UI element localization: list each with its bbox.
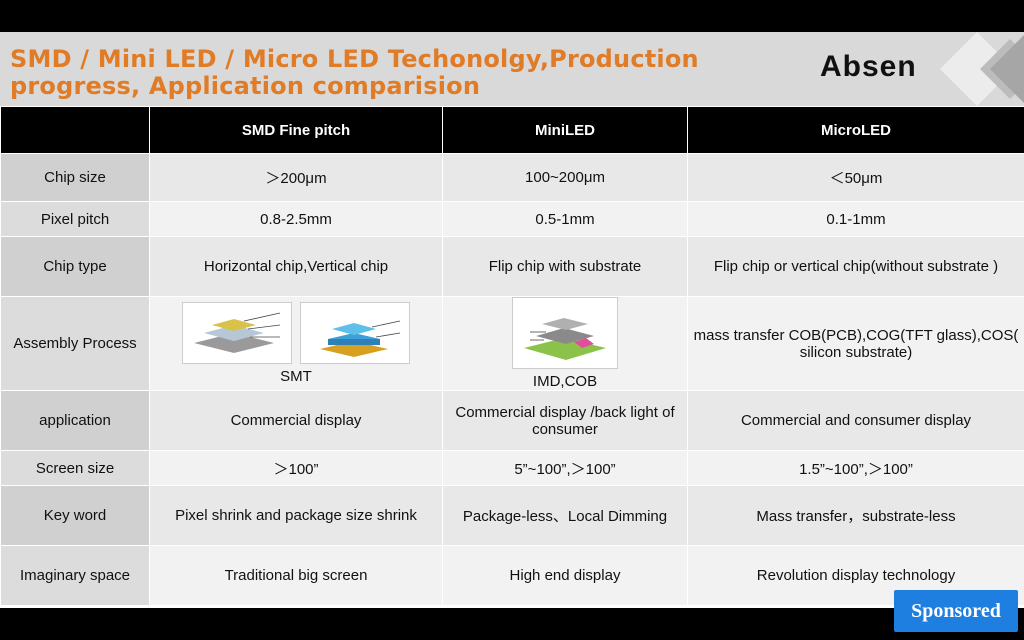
row-label-assembly-process: Assembly Process	[0, 296, 150, 391]
table-cell: High end display	[442, 545, 688, 606]
table-cell: Commercial display	[149, 390, 443, 451]
table-cell: ＞100”	[149, 450, 443, 486]
column-header-smd: SMD Fine pitch	[149, 106, 443, 154]
table-cell: 0.1-1mm	[687, 201, 1024, 237]
table-cell: Revolution display technology	[687, 545, 1024, 606]
slide: SMD / Mini LED / Micro LED Techonolgy,Pr…	[0, 32, 1024, 608]
table-row: Screen size ＞100” 5”~100”,＞100” 1.5”~100…	[0, 450, 1024, 486]
table-cell: Flip chip or vertical chip(without subst…	[687, 236, 1024, 297]
title-line-1: SMD / Mini LED / Micro LED Techonolgy,Pr…	[10, 45, 699, 73]
table-cell: Traditional big screen	[149, 545, 443, 606]
sponsored-badge[interactable]: Sponsored	[894, 590, 1018, 632]
table-cell: Flip chip with substrate	[442, 236, 688, 297]
table-cell: 0.5-1mm	[442, 201, 688, 237]
table-header-row: SMD Fine pitch MiniLED MicroLED	[0, 106, 1024, 154]
slide-title: SMD / Mini LED / Micro LED Techonolgy,Pr…	[10, 46, 770, 100]
row-label-screen-size: Screen size	[0, 450, 150, 486]
table-row: Assembly Process	[0, 296, 1024, 391]
table-row: Chip type Horizontal chip,Vertical chip …	[0, 236, 1024, 297]
table-cell: Pixel shrink and package size shrink	[149, 485, 443, 546]
table-cell: Mass transfer，substrate-less	[687, 485, 1024, 546]
table-cell: mass transfer COB(PCB),COG(TFT glass),CO…	[687, 296, 1024, 391]
row-label-application: application	[0, 390, 150, 451]
table-cell: 5”~100”,＞100”	[442, 450, 688, 486]
column-header-microled: MicroLED	[687, 106, 1024, 154]
table-cell-text: SMT	[280, 368, 312, 385]
table-cell: Horizontal chip,Vertical chip	[149, 236, 443, 297]
vertical-chip-diagram-image	[300, 302, 410, 364]
table-row: application Commercial display Commercia…	[0, 390, 1024, 451]
table-row: Chip size ＞200μm 100~200μm ＜50μm	[0, 153, 1024, 202]
table-cell: Package-less、Local Dimming	[442, 485, 688, 546]
miniled-diagram-images	[447, 297, 683, 369]
row-label-key-word: Key word	[0, 485, 150, 546]
row-label-chip-size: Chip size	[0, 153, 150, 202]
table-cell: ＞200μm	[149, 153, 443, 202]
logo-text: Absen	[820, 50, 917, 83]
slide-header: SMD / Mini LED / Micro LED Techonolgy,Pr…	[0, 32, 1024, 106]
table-cell: ＜50μm	[687, 153, 1024, 202]
table-cell: Commercial and consumer display	[687, 390, 1024, 451]
table-row: Pixel pitch 0.8-2.5mm 0.5-1mm 0.1-1mm	[0, 201, 1024, 237]
table-cell: 100~200μm	[442, 153, 688, 202]
table-cell: Commercial display /back light of consum…	[442, 390, 688, 451]
row-label-imaginary-space: Imaginary space	[0, 545, 150, 606]
smd-diagram-images	[154, 302, 438, 364]
row-label-pixel-pitch: Pixel pitch	[0, 201, 150, 237]
decorative-diamonds-icon	[930, 32, 1024, 106]
table-cell: SMT	[149, 296, 443, 391]
table-cell: 0.8-2.5mm	[149, 201, 443, 237]
row-label-chip-type: Chip type	[0, 236, 150, 297]
column-header-miniled: MiniLED	[442, 106, 688, 154]
table-cell: 1.5”~100”,＞100”	[687, 450, 1024, 486]
absen-logo: Absen	[820, 50, 917, 84]
flip-chip-diagram-image	[512, 297, 618, 369]
title-line-2: progress, Application comparision	[10, 72, 481, 100]
table-cell: IMD,COB	[442, 296, 688, 391]
comparison-table: SMD Fine pitch MiniLED MicroLED Chip siz…	[0, 106, 1024, 606]
table-cell-text: IMD,COB	[532, 373, 598, 390]
horizontal-chip-diagram-image	[182, 302, 292, 364]
table-row: Key word Pixel shrink and package size s…	[0, 485, 1024, 546]
column-header-corner	[0, 106, 150, 154]
table-row: Imaginary space Traditional big screen H…	[0, 545, 1024, 606]
